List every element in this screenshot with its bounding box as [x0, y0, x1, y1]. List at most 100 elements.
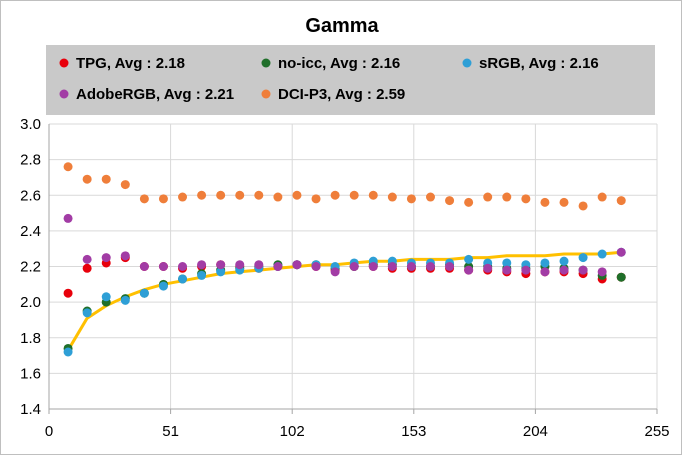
data-point: [254, 260, 264, 270]
data-point: [502, 258, 512, 268]
legend-entry: sRGB, Avg : 2.16: [479, 55, 599, 72]
data-point: [464, 197, 474, 207]
data-point: [616, 247, 626, 257]
data-point: [63, 288, 73, 298]
data-point: [216, 260, 226, 270]
legend-marker: [261, 58, 271, 68]
data-point: [578, 253, 588, 263]
data-point: [216, 190, 226, 200]
x-tick-label: 51: [162, 423, 179, 440]
y-tick-label: 3.0: [20, 116, 41, 133]
data-point: [597, 192, 607, 202]
legend-marker: [261, 89, 271, 99]
data-point: [216, 267, 226, 277]
data-point: [540, 267, 550, 277]
y-tick-label: 2.4: [20, 223, 41, 240]
data-point: [387, 262, 397, 271]
data-point: [63, 213, 73, 223]
data-point: [120, 295, 130, 305]
data-point: [464, 254, 474, 264]
y-tick-label: 1.8: [20, 330, 41, 347]
x-tick-label: 204: [523, 423, 548, 440]
data-point: [120, 180, 130, 190]
data-point: [235, 260, 245, 270]
data-point: [368, 190, 378, 200]
y-tick-label: 2.8: [20, 152, 41, 169]
data-point: [82, 174, 92, 184]
chart-title: Gamma: [305, 15, 379, 37]
legend-entry: no-icc, Avg : 2.16: [278, 55, 400, 72]
data-point: [82, 254, 92, 264]
data-point: [197, 270, 207, 280]
data-point: [540, 197, 550, 207]
data-point: [197, 190, 207, 200]
data-point: [616, 196, 626, 206]
data-point: [540, 258, 550, 268]
data-point: [63, 162, 73, 172]
data-point: [502, 265, 512, 275]
x-tick-label: 102: [280, 423, 305, 440]
data-point: [254, 190, 264, 200]
data-point: [521, 194, 531, 204]
data-point: [158, 262, 168, 271]
data-point: [330, 267, 340, 277]
data-point: [578, 201, 588, 211]
y-tick-label: 2.2: [20, 259, 41, 276]
legend-entry: AdobeRGB, Avg : 2.21: [76, 86, 234, 103]
data-point: [273, 192, 283, 202]
data-point: [502, 192, 512, 202]
legend-entry: DCI-P3, Avg : 2.59: [278, 86, 405, 103]
data-point: [597, 267, 607, 277]
data-point: [425, 262, 435, 271]
legend-entry: TPG, Avg : 2.18: [76, 55, 185, 72]
data-point: [101, 253, 111, 263]
data-point: [425, 192, 435, 202]
data-point: [578, 265, 588, 275]
data-point: [521, 265, 531, 275]
data-point: [292, 260, 302, 270]
y-tick-label: 1.4: [20, 401, 41, 418]
data-point: [63, 347, 73, 357]
data-point: [101, 174, 111, 184]
data-point: [292, 190, 302, 200]
data-point: [197, 260, 207, 270]
legend: TPG, Avg : 2.18 no-icc, Avg : 2.16 sRGB, A…: [59, 55, 599, 103]
data-point: [559, 256, 569, 266]
data-points: [63, 162, 626, 357]
x-tick-label: 153: [401, 423, 426, 440]
y-tick-label: 1.6: [20, 365, 41, 382]
data-point: [483, 263, 493, 273]
data-point: [597, 249, 607, 259]
data-point: [158, 281, 168, 291]
data-point: [139, 194, 149, 204]
y-tick-label: 2.0: [20, 294, 41, 311]
data-point: [349, 262, 359, 271]
data-point: [368, 262, 378, 271]
data-point: [235, 190, 245, 200]
legend-marker: [462, 58, 472, 68]
data-point: [120, 251, 130, 261]
x-tick-label: 255: [644, 423, 669, 440]
data-point: [349, 190, 359, 200]
data-point: [178, 274, 188, 284]
data-point: [406, 194, 416, 204]
legend-box: [46, 45, 655, 115]
y-tick-label: 2.6: [20, 187, 41, 204]
x-tick-label: 0: [45, 423, 53, 440]
data-point: [273, 262, 283, 271]
data-point: [82, 263, 92, 273]
data-point: [616, 272, 626, 282]
legend-marker: [59, 89, 69, 99]
data-point: [330, 190, 340, 200]
data-point: [139, 288, 149, 298]
axes: 1.4 1.6 1.8 2.0 2.2 2.4 2.6 2.8 3.0 0 51 102 153 204 2…: [20, 116, 669, 440]
data-point: [445, 196, 455, 206]
data-point: [483, 192, 493, 202]
data-point: [178, 262, 188, 271]
data-point: [387, 192, 397, 202]
data-point: [101, 292, 111, 302]
data-point: [445, 262, 455, 271]
data-point: [559, 197, 569, 207]
